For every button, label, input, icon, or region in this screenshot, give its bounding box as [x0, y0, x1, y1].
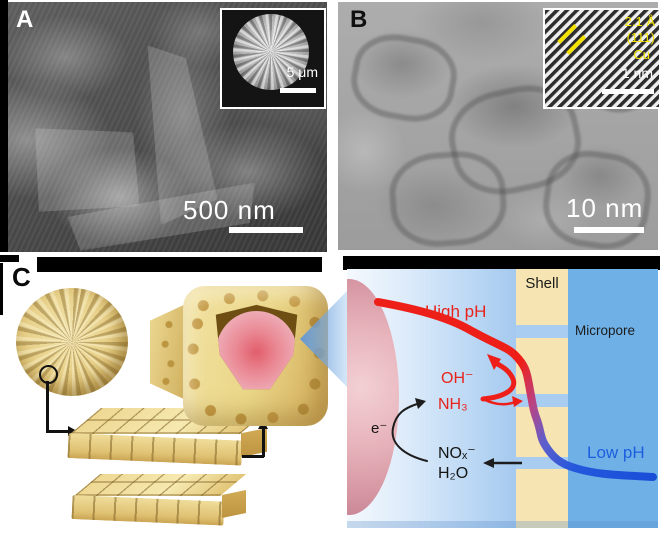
panel-a-scalebar: [229, 227, 303, 233]
zoom-circle-marker: [39, 365, 58, 384]
panel-a-scalebar-label: 500 nm: [183, 195, 276, 225]
microsphere-image: [233, 14, 309, 90]
black-band-right: [343, 256, 660, 270]
hydroxide-label: OH⁻: [441, 370, 474, 387]
ph-gradient-schematic: Shell Micropore High pH Low pH OH⁻ NH₃ e…: [347, 269, 658, 528]
panel-a-inset-scalebar: [280, 88, 316, 93]
nox-inflow-arrowhead: [483, 458, 494, 468]
bulk-solution-zone: [568, 269, 658, 528]
slab-top-face: [74, 474, 247, 496]
micropore-label: Micropore: [575, 323, 636, 338]
electron-transfer-arrowhead: [415, 398, 426, 409]
cube-back-face-render: [150, 303, 188, 401]
hollow-nanocube-render: [183, 286, 328, 426]
ammonia-label: NH₃: [438, 396, 468, 413]
cube-cutout: [215, 304, 298, 390]
water-label: H₂O: [438, 465, 469, 482]
lattice-plane-index: (111): [626, 30, 655, 45]
lattice-spacing-marker-line: [557, 24, 577, 44]
panel-b-inset-scalebar-label: 1 nm: [621, 65, 653, 81]
flower-microsphere-render: [16, 288, 128, 396]
black-band-corner: [0, 255, 19, 262]
nox-label: NOₓ⁻: [438, 445, 476, 462]
shell-label: Shell: [525, 275, 559, 292]
panel-c-label: C: [12, 262, 31, 292]
exchange-arrowhead: [512, 396, 523, 407]
panel-b-scalebar-label: 10 nm: [566, 193, 644, 223]
slab-side-face: [222, 490, 246, 518]
panel-a-inset-scalebar-label: 5 μm: [286, 64, 318, 80]
panel-b-inset-lattice: 2.1 Å (111) Cu 1 nm: [543, 8, 660, 109]
nanocube-slab-lower: [70, 468, 247, 526]
schematic-bottom-edge: [347, 521, 658, 528]
micropore-gap: [516, 325, 568, 338]
zoom-arrow-line: [262, 428, 265, 457]
panel-a-left-black-border: [0, 0, 8, 252]
exchange-arrow: [481, 397, 517, 406]
slab-front-face: [67, 433, 243, 466]
lattice-spacing-marker-line: [566, 35, 586, 55]
oh-release-arrow: [480, 359, 517, 402]
panel-b-label: B: [350, 6, 368, 33]
black-sliver-left: [0, 263, 3, 315]
panel-a-inset: 5 μm: [220, 8, 326, 109]
panel-a-label: A: [16, 6, 34, 33]
nanoparticle-outline: [345, 27, 463, 129]
zoom-arrow-line: [242, 455, 264, 458]
black-band-left: [37, 257, 322, 272]
low-ph-label: Low pH: [587, 443, 645, 462]
panel-b-scalebar: [574, 227, 644, 233]
element-label: Cu: [633, 47, 650, 62]
panel-b-inset-scalebar: [602, 89, 654, 94]
lattice-spacing-value: 2.1 Å: [624, 14, 655, 29]
high-ph-label: High pH: [425, 302, 487, 321]
schematic-curves: [374, 298, 657, 481]
zoom-arrow-line: [46, 381, 49, 432]
electron-transfer-arrow: [391, 403, 428, 462]
ph-gradient-curve: [374, 298, 657, 481]
zoom-arrow-line: [46, 430, 70, 433]
nanoparticle-outline: [386, 148, 510, 250]
oh-release-arrowhead: [487, 354, 501, 370]
slab-front-face: [71, 495, 225, 526]
core-sphere-render: [216, 311, 297, 390]
electron-label: e⁻: [371, 420, 388, 437]
